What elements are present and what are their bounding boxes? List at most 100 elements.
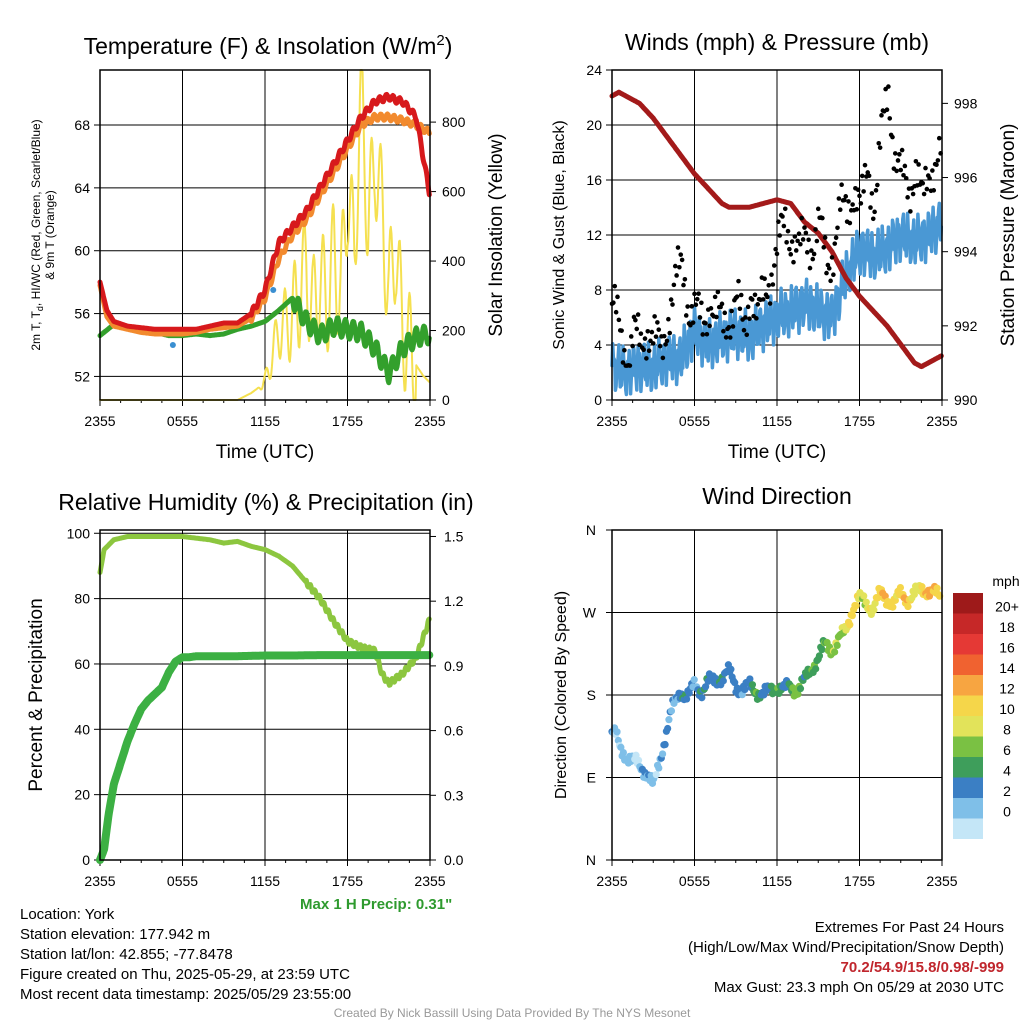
gust-point (627, 363, 633, 368)
gust-point (870, 216, 876, 222)
gust-point (839, 182, 844, 188)
gust-point (689, 304, 695, 309)
y2-tick-label: 0.0 (444, 852, 464, 868)
gust-point (704, 331, 710, 337)
y2-tick-label: 998 (954, 95, 978, 111)
y-tick-label: 20 (74, 787, 90, 803)
gust-point (666, 316, 671, 322)
gust-point (616, 317, 622, 323)
direction-point (846, 621, 854, 629)
gust-point (847, 220, 853, 226)
x-tick-label: 2355 (414, 873, 445, 889)
gust-point (622, 347, 627, 353)
gust-point (677, 264, 682, 270)
gust-point (726, 325, 732, 330)
temp-chart-title: Temperature (F) & Insolation (W/m2) (84, 32, 453, 59)
gust-point (884, 107, 890, 113)
gust-point (843, 194, 849, 199)
ylabel-subscript: d (35, 306, 45, 311)
x-tick-label: 2355 (414, 413, 445, 429)
gust-point (785, 228, 791, 234)
temp-y-axis-label-line2: & 9m T (Orange) (43, 190, 57, 280)
gust-point (670, 302, 675, 307)
y2-tick-label: 400 (442, 253, 466, 269)
gust-point (749, 297, 755, 302)
y2-tick-label: 0 (442, 392, 450, 408)
y-tick-label: 4 (594, 337, 602, 353)
gust-point (902, 163, 908, 169)
legend-label: 10 (999, 701, 1015, 717)
gust-point (671, 282, 677, 288)
x-axis-label: Time (UTC) (728, 442, 827, 463)
gust-point (741, 327, 747, 333)
legend-label: 2 (1003, 783, 1011, 799)
relative-humidity-line (97, 534, 432, 688)
gust-point (674, 273, 679, 278)
extremes-subtitle: (High/Low/Max Wind/Precipitation/Snow De… (688, 939, 1004, 956)
gust-point (771, 263, 777, 268)
plot-frame (611, 69, 943, 401)
gust-point (935, 158, 941, 163)
gust-point (613, 309, 619, 315)
gust-point (734, 294, 740, 299)
direction-point (794, 690, 802, 698)
y2-tick-label: 992 (954, 318, 978, 334)
gust-point (628, 334, 634, 339)
direction-point (702, 683, 710, 691)
hiwc-point (270, 287, 277, 293)
gust-point (791, 259, 796, 265)
panel-1 (606, 69, 948, 406)
gust-point (743, 315, 748, 320)
gust-point (638, 331, 644, 336)
gust-point (802, 225, 807, 230)
gust-point (892, 151, 898, 156)
gust-point (788, 252, 794, 257)
pressure-y-axis-label: Station Pressure (Maroon) (998, 124, 1019, 347)
gust-point (908, 209, 913, 214)
gust-point (642, 336, 648, 341)
direction-point (659, 750, 667, 758)
gust-point (712, 294, 718, 300)
gust-point (619, 328, 624, 333)
gust-point (694, 296, 700, 302)
y2-tick-label: 1.5 (444, 528, 464, 544)
x-tick-label: 2355 (84, 873, 115, 889)
gust-point (792, 234, 798, 239)
gust-point (832, 241, 838, 246)
gust-point (798, 241, 803, 247)
direction-point (667, 707, 676, 715)
gust-point (657, 343, 663, 349)
solar-y-axis-label: Solar Insolation (Yellow) (486, 133, 507, 336)
direction-point (870, 606, 878, 614)
gust-point (809, 248, 814, 253)
direction-point (665, 716, 673, 724)
winds-chart-title: Winds (mph) & Pressure (mb) (625, 29, 929, 55)
gust-point (693, 302, 699, 308)
gust-point (781, 223, 787, 229)
y2-tick-label: 994 (954, 244, 978, 260)
direction-point (698, 694, 706, 702)
sonic-wind-line (610, 201, 944, 397)
gust-point (649, 329, 655, 335)
gust-point (836, 196, 842, 201)
legend-label: 18 (999, 619, 1015, 635)
gust-point (737, 306, 743, 312)
gust-point (762, 276, 767, 281)
gust-point (811, 251, 817, 257)
direction-point (848, 612, 856, 620)
legend-swatch (953, 777, 983, 798)
gust-point (804, 250, 810, 255)
direction-point (862, 598, 870, 606)
gust-point (873, 188, 879, 193)
legend-swatch (953, 716, 983, 737)
x-tick-label: 1755 (332, 873, 363, 889)
direction-point (831, 648, 839, 656)
gust-point (842, 197, 847, 203)
rh-y-axis-label: Percent & Precipitation (26, 598, 47, 791)
gust-point (793, 248, 799, 253)
legend-label: 6 (1003, 742, 1011, 758)
direction-point (818, 645, 826, 654)
y-tick-label: N (586, 852, 596, 868)
direction-chart-title: Wind Direction (702, 483, 852, 509)
x-tick-label: 1755 (844, 873, 875, 889)
